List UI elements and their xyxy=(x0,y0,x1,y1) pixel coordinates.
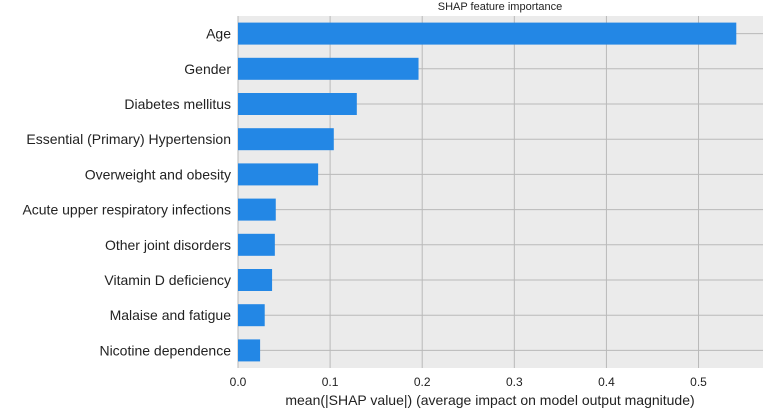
category-label: Age xyxy=(206,26,231,42)
bar xyxy=(238,128,334,151)
bar xyxy=(238,269,273,291)
bar xyxy=(238,339,261,362)
bar xyxy=(238,233,275,256)
x-tick-label: 0.1 xyxy=(322,375,339,389)
category-label: Diabetes mellitus xyxy=(124,96,231,112)
x-tick-labels: 0.0 0.1 0.2 0.3 0.4 0.5 xyxy=(230,375,708,389)
category-label: Acute upper respiratory infections xyxy=(22,202,231,218)
bar xyxy=(238,304,265,327)
chart-title: SHAP feature importance xyxy=(438,1,563,13)
x-tick-label: 0.0 xyxy=(230,375,247,389)
x-tick-label: 0.3 xyxy=(506,375,523,389)
bar xyxy=(238,93,357,115)
bar xyxy=(238,57,419,80)
bar xyxy=(238,22,737,45)
category-label: Malaise and fatigue xyxy=(110,307,232,323)
x-tick-label: 0.5 xyxy=(690,375,707,389)
category-label: Nicotine dependence xyxy=(99,342,231,358)
category-label: Vitamin D deficiency xyxy=(104,272,231,288)
category-label: Other joint disorders xyxy=(105,237,231,253)
bar xyxy=(238,198,276,221)
category-label: Gender xyxy=(184,61,231,77)
category-label: Overweight and obesity xyxy=(85,166,231,182)
bar xyxy=(238,163,319,186)
category-label: Essential (Primary) Hypertension xyxy=(26,131,231,147)
x-axis-title: mean(|SHAP value|) (average impact on mo… xyxy=(285,392,694,408)
category-labels: Age Gender Diabetes mellitus Essential (Pri… xyxy=(22,26,231,359)
x-tick-label: 0.4 xyxy=(598,375,615,389)
x-tick-label: 0.2 xyxy=(414,375,431,389)
bars xyxy=(238,22,737,362)
